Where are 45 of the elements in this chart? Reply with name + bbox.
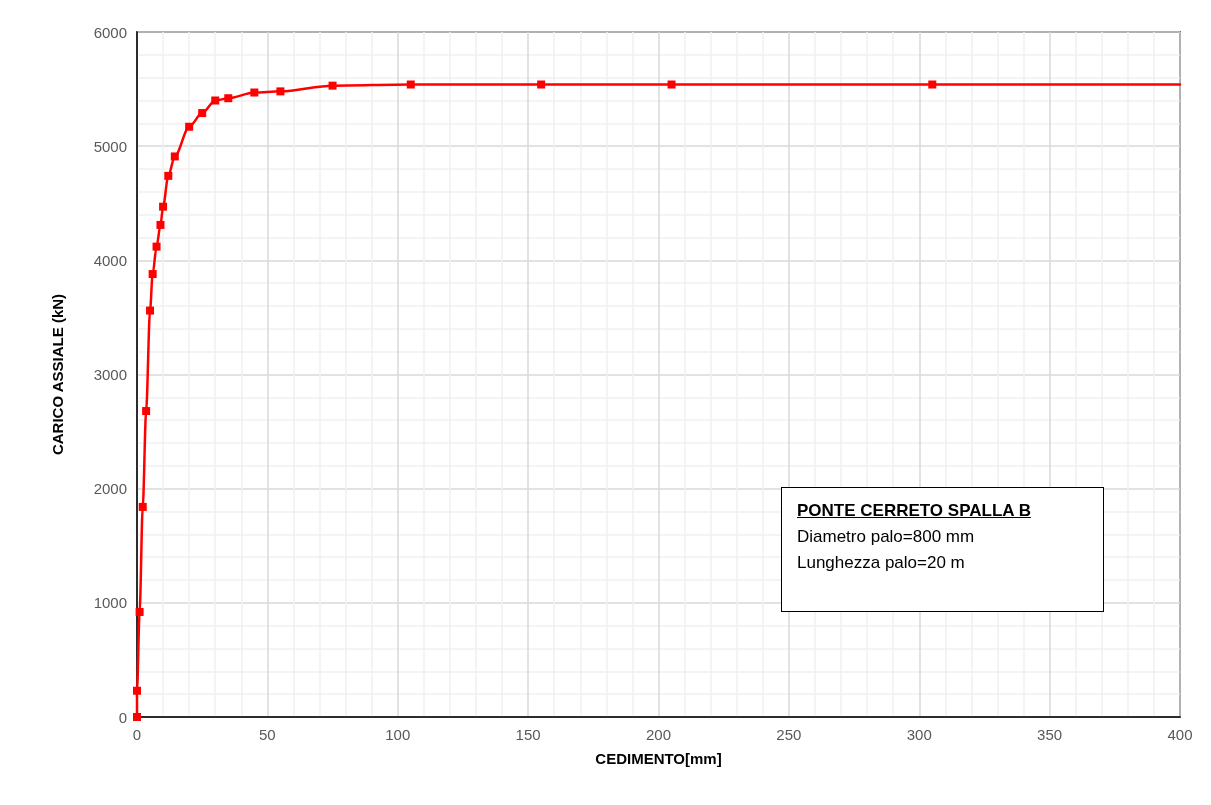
point [133,686,141,695]
point [146,306,155,315]
x-tick-label: 200 [645,726,672,743]
point [224,94,233,103]
point [164,171,173,180]
point [138,502,147,511]
point [142,407,151,416]
point [148,270,157,279]
point [159,202,168,211]
point [198,109,207,118]
annotation: PONTE CERRETO SPALLA B [797,500,1032,522]
x-tick-label: 400 [1167,726,1193,743]
x-tick-label: 0 [132,726,142,743]
point [211,96,220,105]
y-tick-label: 4000 [93,251,127,269]
x-tick-label: 350 [1037,726,1063,743]
point [170,152,179,161]
y-tick-label: 1000 [93,594,127,612]
point [185,122,194,131]
point [152,242,161,251]
x-tick-label: 50 [259,726,276,743]
point [406,80,415,89]
x-axis-title: CEDIMENTO[mm] [595,750,722,767]
y-tick-label: 6000 [93,23,127,41]
x-tick-label: 100 [385,726,411,743]
annotation: Lunghezza palo=20 m [797,552,966,574]
y-tick-label: 3000 [93,366,127,383]
point [537,80,546,89]
x-tick-label: 300 [906,726,932,743]
y-axis-title: CARICO ASSIALE (kN) [49,293,66,456]
point [133,713,141,721]
point [928,80,937,89]
x-tick-label: 250 [776,726,802,743]
point [328,81,337,90]
point [667,80,676,89]
y-tick-label: 0 [118,708,127,726]
point [135,607,144,616]
x-tick-label: 150 [515,726,541,743]
note-box: PONTE CERRETO SPALLA B Diametro palo=800 mm Lunghezza palo=20 m [781,487,1104,612]
point [156,220,165,229]
annotation: Diametro palo=800 mm [797,526,976,548]
point [250,88,259,97]
y-tick-label: 2000 [93,480,127,498]
y-tick-label: 5000 [93,137,127,155]
point [276,87,285,96]
